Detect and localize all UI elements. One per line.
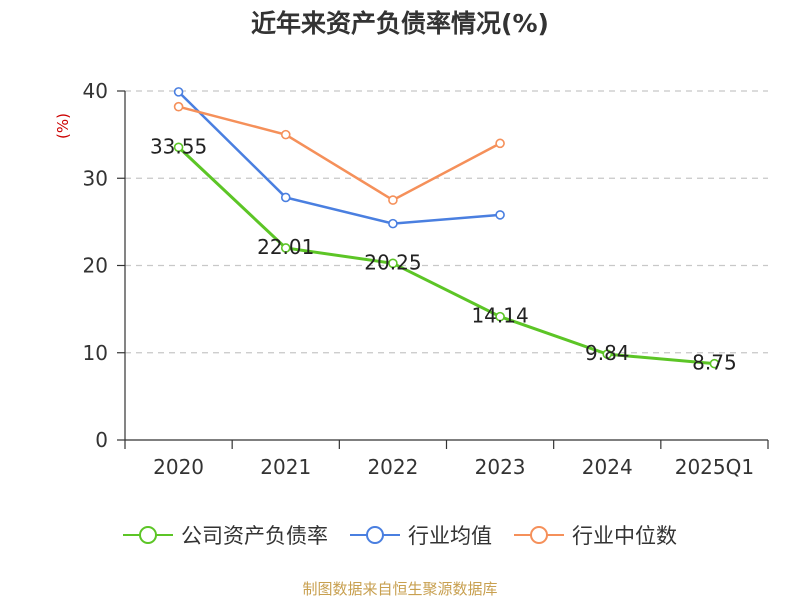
series-point-2 — [388, 195, 398, 205]
y-tick-label: 20 — [83, 254, 108, 278]
legend: 公司资产负债率 行业均值 行业中位数 — [0, 520, 800, 550]
series-point-0 — [173, 142, 184, 153]
data-label: 9.84 — [585, 341, 630, 365]
legend-label-company: 公司资产负债率 — [181, 524, 328, 548]
series-point-1 — [173, 87, 184, 97]
x-tick-label: 2020 — [153, 455, 204, 479]
y-tick-label: 10 — [83, 341, 108, 365]
series-line-1 — [177, 90, 501, 225]
series-point-0 — [495, 311, 505, 322]
x-tick-label: 2021 — [260, 455, 311, 479]
source-note: 制图数据来自恒生聚源数据库 — [302, 580, 498, 598]
data-label: 22.01 — [257, 235, 314, 259]
legend-swatch-company — [123, 526, 173, 544]
legend-item-industry-avg[interactable]: 行业均值 — [350, 520, 492, 550]
series-line-2 — [178, 105, 501, 202]
legend-label-industry-avg: 行业均值 — [408, 524, 492, 548]
series-point-1 — [388, 218, 398, 229]
legend-swatch-industry-avg — [350, 526, 400, 544]
x-tick-label: 2025Q1 — [675, 455, 754, 479]
legend-label-industry-median: 行业中位数 — [572, 524, 677, 548]
series-point-0 — [709, 358, 720, 369]
data-label: 20.25 — [364, 250, 421, 274]
y-tick-label: 0 — [95, 428, 108, 452]
grid-lines — [125, 90, 768, 354]
legend-item-company[interactable]: 公司资产负债率 — [123, 520, 328, 550]
y-tick-label: 30 — [83, 166, 108, 190]
y-tick-label: 40 — [83, 79, 108, 103]
y-axis-unit: (%) — [54, 113, 72, 139]
data-label: 14.14 — [471, 304, 528, 328]
series-point-2 — [495, 138, 505, 149]
x-tick-label: 2023 — [475, 455, 526, 479]
series-point-0 — [388, 258, 398, 269]
axes: 0 10 20 30 40 2020 2021 2022 2023 2024 2025Q1 — [83, 79, 769, 479]
legend-item-industry-median[interactable]: 行业中位数 — [514, 520, 677, 550]
data-label: 8.75 — [692, 351, 737, 375]
data-labels: 33.55 22.01 20.25 14.14 9.84 8.75 — [150, 134, 737, 374]
series-point-2 — [173, 101, 184, 112]
legend-swatch-industry-median — [514, 526, 564, 544]
series-point-0 — [602, 349, 613, 359]
x-tick-label: 2024 — [582, 455, 633, 479]
series-point-1 — [495, 210, 505, 220]
data-label: 33.55 — [150, 134, 207, 158]
series-point-0 — [280, 243, 291, 253]
series-point-1 — [280, 192, 291, 203]
chart-title: 近年来资产负债率情况(%) — [251, 9, 549, 38]
series-layer — [173, 87, 720, 369]
series-point-2 — [280, 129, 291, 140]
x-tick-label: 2022 — [367, 455, 418, 479]
series-line-0 — [177, 146, 715, 366]
